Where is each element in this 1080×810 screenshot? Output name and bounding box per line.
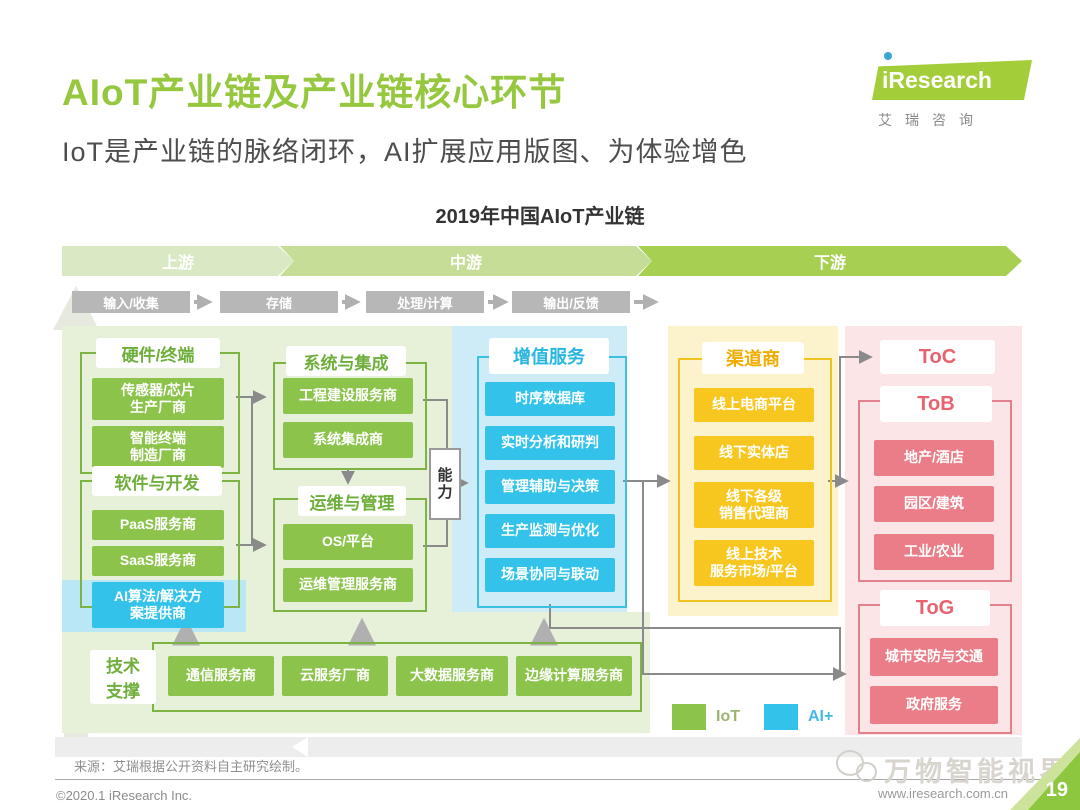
box-sales-agents: 线下各级 销售代理商 <box>694 482 814 528</box>
box-industry-agriculture: 工业/农业 <box>874 534 994 570</box>
box-scene-linkage: 场景协同与联动 <box>485 558 615 592</box>
box-paas-provider: PaaS服务商 <box>92 510 224 540</box>
box-offline-store: 线下实体店 <box>694 436 814 470</box>
box-realtime-analysis: 实时分析和研判 <box>485 426 615 460</box>
box-park-construction: 园区/建筑 <box>874 486 994 522</box>
stage-midstream: 中游 <box>280 246 652 276</box>
process-compute: 处理/计算 <box>366 291 484 313</box>
loop-left-arrow-notch <box>292 737 308 757</box>
box-smart-terminal-maker: 智能终端 制造厂商 <box>92 426 224 468</box>
copyright: ©2020.1 iResearch Inc. <box>56 788 193 803</box>
box-online-ecommerce: 线上电商平台 <box>694 388 814 422</box>
stage-downstream: 下游 <box>638 246 1022 276</box>
box-system-integrator: 系统集成商 <box>283 422 413 458</box>
system-group-title: 系统与集成 <box>286 346 406 376</box>
legend-ai-swatch <box>764 704 798 730</box>
hardware-group-title: 硬件/终端 <box>96 338 220 368</box>
watermark-text: 万物智能视界 <box>884 757 1070 787</box>
box-city-security-traffic: 城市安防与交通 <box>870 638 998 676</box>
box-management-decision: 管理辅助与决策 <box>485 470 615 504</box>
chart-title: 2019年中国AIoT产业链 <box>435 206 645 228</box>
box-government-service: 政府服务 <box>870 686 998 724</box>
box-os-platform: OS/平台 <box>283 524 413 560</box>
tog-label: ToG <box>880 590 990 626</box>
box-bigdata-service: 大数据服务商 <box>396 656 508 696</box>
logo-i-dot-icon <box>884 52 892 60</box>
box-telecom-service: 通信服务商 <box>168 656 274 696</box>
stage-upstream: 上游 <box>62 246 294 276</box>
box-cloud-vendor: 云服务厂商 <box>282 656 388 696</box>
ops-group-title: 运维与管理 <box>298 486 406 516</box>
legend-iot-swatch <box>672 704 706 730</box>
toc-label: ToC <box>880 340 995 374</box>
value-group-title: 增值服务 <box>489 338 609 374</box>
logo-chinese-name: 艾瑞咨询 <box>878 112 986 128</box>
process-input-collect: 输入/收集 <box>72 291 190 313</box>
legend-ai-label: AI+ <box>808 708 834 725</box>
page-number: 19 <box>1045 779 1068 801</box>
tob-label: ToB <box>880 386 992 422</box>
website-url: www.iresearch.com.cn <box>878 786 1009 801</box>
box-realestate-hotel: 地产/酒店 <box>874 440 994 476</box>
iresearch-logo: iResearch 艾瑞咨询 <box>872 50 1032 128</box>
page-subtitle: IoT是产业链的脉络闭环，AI扩展应用版图、为体验增色 <box>62 137 748 167</box>
source-note: 来源：艾瑞根据公开资料自主研究绘制。 <box>74 759 309 774</box>
loop-bottom-band <box>55 737 1022 757</box>
box-online-tech-market: 线上技术 服务市场/平台 <box>694 540 814 586</box>
box-sensor-chip-maker: 传感器/芯片 生产厂商 <box>92 378 224 420</box>
logo-wordmark: iResearch <box>872 60 1032 100</box>
box-saas-provider: SaaS服务商 <box>92 546 224 576</box>
page-title: AIoT产业链及产业链核心环节 <box>62 72 567 113</box>
capability-box: 能力 <box>429 448 461 520</box>
box-timeseries-db: 时序数据库 <box>485 382 615 416</box>
box-ai-algorithm-provider: AI算法/解决方 案提供商 <box>92 582 224 628</box>
box-ops-management-service: 运维管理服务商 <box>283 568 413 602</box>
process-storage: 存储 <box>220 291 338 313</box>
watermark-bubble-small-icon <box>856 762 877 782</box>
tech-group-title: 技术 支撑 <box>90 650 156 704</box>
box-production-monitoring: 生产监测与优化 <box>485 514 615 548</box>
channel-group-title: 渠道商 <box>702 342 804 374</box>
box-engineering-service: 工程建设服务商 <box>283 378 413 414</box>
software-group-title: 软件与开发 <box>92 466 222 496</box>
legend-iot-label: IoT <box>716 708 740 725</box>
box-edge-computing-service: 边缘计算服务商 <box>516 656 632 696</box>
process-output-feedback: 输出/反馈 <box>512 291 630 313</box>
footer-divider <box>55 779 1040 780</box>
